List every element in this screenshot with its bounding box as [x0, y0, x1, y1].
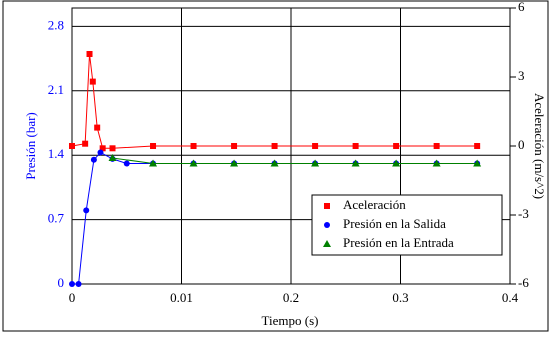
y-tick-label: 0: [58, 275, 65, 290]
x-tick-label: 0.01: [170, 290, 193, 305]
series-marker: [123, 160, 130, 167]
y-axis-label: Presión (bar): [23, 112, 38, 180]
series-marker: [474, 143, 481, 149]
series-marker: [473, 159, 482, 167]
series-marker: [433, 143, 440, 149]
legend-box: [311, 194, 503, 256]
series-marker: [69, 143, 75, 149]
series-marker: [149, 159, 158, 167]
series-marker: [189, 159, 198, 167]
x-axis-label: Tiempo (s): [262, 313, 319, 328]
series-marker: [352, 143, 359, 149]
x-tick-label: 0: [69, 290, 76, 305]
legend-marker: [323, 240, 331, 247]
series-marker: [69, 281, 75, 287]
series-marker: [150, 143, 157, 149]
series-marker: [311, 159, 320, 167]
y2-tick-label: 3: [518, 68, 525, 83]
series-marker: [190, 143, 197, 149]
series-marker: [231, 143, 238, 149]
legend-marker: [324, 222, 330, 228]
y-tick-label: 1.4: [48, 146, 65, 161]
y2-tick-label: -3: [518, 206, 529, 221]
series-marker: [230, 159, 239, 167]
series-marker: [99, 145, 106, 152]
series-marker: [86, 51, 93, 57]
x-tick-label: 0.4: [502, 290, 519, 305]
series-marker: [94, 124, 101, 131]
x-tick-label: 0.2: [283, 290, 299, 305]
series-line: [112, 157, 478, 164]
legend-label: Aceleración: [343, 197, 406, 212]
series-marker: [393, 143, 400, 149]
series-marker: [82, 140, 89, 147]
series-marker: [312, 143, 319, 149]
y-tick-label: 2.1: [48, 82, 64, 97]
frame: [2, 0, 549, 332]
y2-tick-label: 6: [518, 0, 525, 14]
legend-marker: [324, 203, 330, 209]
series-marker: [75, 281, 82, 287]
series-line: [71, 53, 478, 149]
y-tick-label: 2.8: [48, 17, 64, 32]
y-tick-label: 0.7: [48, 211, 65, 226]
series-marker: [97, 149, 104, 156]
series-marker: [89, 78, 96, 85]
series-marker: [432, 159, 441, 167]
series-marker: [83, 207, 90, 214]
series-marker: [109, 145, 116, 152]
legend-label: Presión en la Entrada: [343, 235, 454, 250]
series-marker: [108, 153, 117, 161]
legend-label: Presión en la Salida: [343, 216, 446, 231]
series-marker: [270, 159, 279, 167]
y2-tick-label: 0: [518, 137, 525, 152]
series-marker: [392, 159, 401, 167]
y2-tick-label: -6: [518, 275, 529, 290]
series-marker: [351, 159, 360, 167]
series-marker: [271, 143, 278, 149]
x-tick-label: 0.3: [392, 290, 408, 305]
series-marker: [90, 156, 97, 163]
y2-axis-label: Aceleración (m/s^2): [532, 93, 547, 199]
